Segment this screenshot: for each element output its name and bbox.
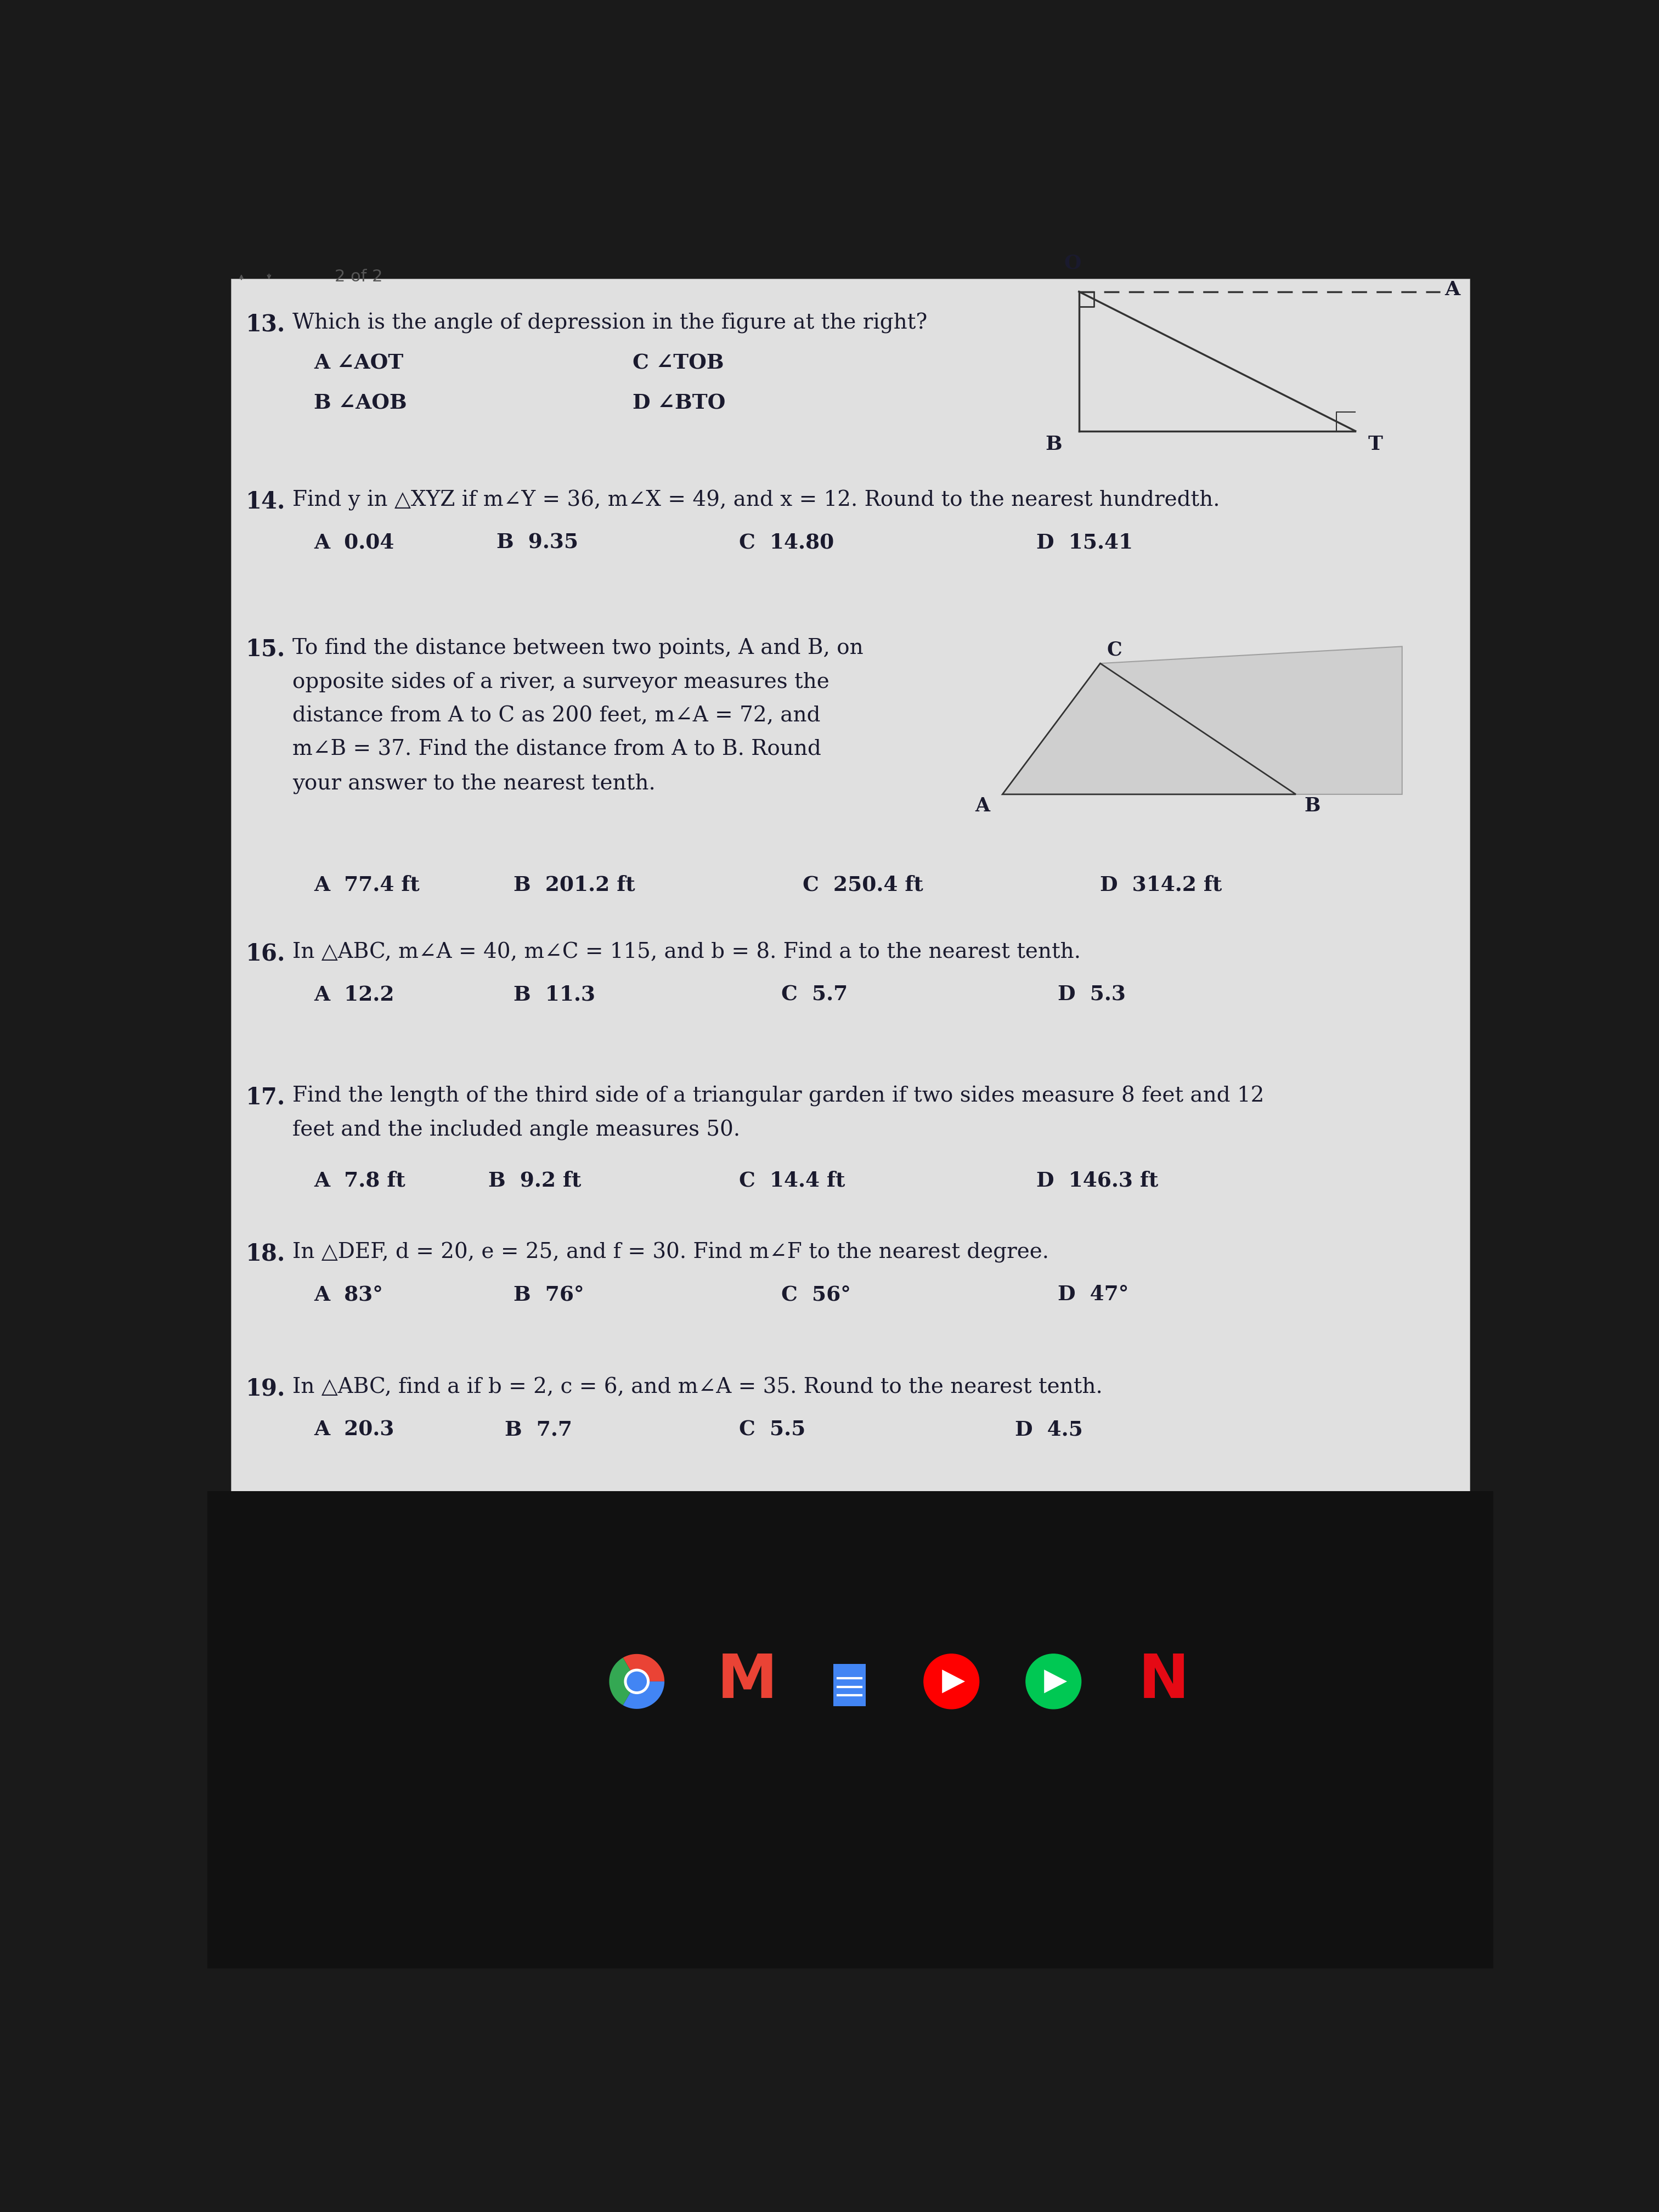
Text: B  11.3: B 11.3 [514, 984, 596, 1004]
Text: distance from A to C as 200 feet, m∠A = 72, and: distance from A to C as 200 feet, m∠A = … [292, 706, 821, 726]
Text: D  5.3: D 5.3 [1058, 984, 1126, 1004]
Text: T: T [1369, 436, 1384, 453]
Polygon shape [624, 1655, 665, 1681]
Text: In △ABC, find a if b = 2, c = 6, and m∠A = 35. Round to the nearest tenth.: In △ABC, find a if b = 2, c = 6, and m∠A… [292, 1378, 1103, 1398]
Text: A  83°: A 83° [314, 1285, 383, 1305]
Text: B: B [1045, 436, 1062, 453]
Text: 13.: 13. [246, 312, 285, 336]
Text: Find y in △XYZ if m∠Y = 36, m∠X = 49, and x = 12. Round to the nearest hundredth: Find y in △XYZ if m∠Y = 36, m∠X = 49, an… [292, 491, 1219, 511]
Text: A  20.3: A 20.3 [314, 1420, 393, 1440]
Bar [833, 1663, 866, 1705]
Polygon shape [1002, 646, 1402, 794]
Text: Find the length of the third side of a triangular garden if two sides measure 8 : Find the length of the third side of a t… [292, 1086, 1264, 1106]
Circle shape [624, 1670, 649, 1694]
Text: In △ABC, m∠A = 40, m∠C = 115, and b = 8. Find a to the nearest tenth.: In △ABC, m∠A = 40, m∠C = 115, and b = 8.… [292, 942, 1080, 962]
Text: A: A [1445, 281, 1460, 299]
Text: Which is the angle of depression in the figure at the right?: Which is the angle of depression in the … [292, 312, 927, 334]
Text: B  201.2 ft: B 201.2 ft [514, 874, 635, 896]
Text: C  250.4 ft: C 250.4 ft [803, 874, 922, 896]
Text: 2 of 2: 2 of 2 [335, 270, 383, 285]
Text: C  14.80: C 14.80 [738, 533, 834, 553]
Text: 19.: 19. [246, 1378, 285, 1400]
Text: D ∠BTO: D ∠BTO [632, 394, 725, 414]
Text: A: A [975, 796, 990, 814]
Text: O: O [1063, 254, 1082, 272]
Polygon shape [624, 1681, 665, 1710]
Text: 14.: 14. [246, 491, 285, 513]
Text: C  14.4 ft: C 14.4 ft [738, 1170, 844, 1190]
Text: feet and the included angle measures 50.: feet and the included angle measures 50. [292, 1119, 740, 1141]
Text: B  9.35: B 9.35 [496, 533, 579, 553]
Text: 15.: 15. [246, 637, 285, 661]
Text: 18.: 18. [246, 1243, 285, 1265]
Text: M: M [717, 1652, 778, 1710]
Text: B: B [1304, 796, 1321, 814]
Text: D  15.41: D 15.41 [1037, 533, 1133, 553]
Text: A  77.4 ft: A 77.4 ft [314, 874, 420, 896]
Text: your answer to the nearest tenth.: your answer to the nearest tenth. [292, 774, 655, 794]
Text: C ∠TOB: C ∠TOB [632, 354, 723, 374]
Text: A  7.8 ft: A 7.8 ft [314, 1170, 405, 1190]
Text: opposite sides of a river, a surveyor measures the: opposite sides of a river, a surveyor me… [292, 672, 830, 692]
Text: C  56°: C 56° [781, 1285, 851, 1305]
Text: D  146.3 ft: D 146.3 ft [1037, 1170, 1158, 1190]
Text: To find the distance between two points, A and B, on: To find the distance between two points,… [292, 637, 863, 659]
Polygon shape [942, 1670, 966, 1692]
Circle shape [1025, 1655, 1082, 1710]
Text: B  9.2 ft: B 9.2 ft [488, 1170, 581, 1190]
Circle shape [924, 1655, 979, 1710]
Text: C  5.5: C 5.5 [738, 1420, 805, 1440]
Text: D  4.5: D 4.5 [1015, 1420, 1083, 1440]
Bar [207, 1491, 1493, 1969]
Text: C  5.7: C 5.7 [781, 984, 848, 1004]
Text: A ∠AOT: A ∠AOT [314, 354, 403, 374]
Text: A  12.2: A 12.2 [314, 984, 395, 1004]
Text: B ∠AOB: B ∠AOB [314, 394, 406, 414]
Text: m∠B = 37. Find the distance from A to B. Round: m∠B = 37. Find the distance from A to B.… [292, 739, 821, 759]
Text: N: N [1138, 1652, 1190, 1710]
Polygon shape [1044, 1670, 1067, 1692]
Bar [231, 279, 1470, 1491]
Text: In △DEF, d = 20, e = 25, and f = 30. Find m∠F to the nearest degree.: In △DEF, d = 20, e = 25, and f = 30. Fin… [292, 1243, 1048, 1263]
Text: B  7.7: B 7.7 [504, 1420, 572, 1440]
Text: B  76°: B 76° [514, 1285, 584, 1305]
Text: A  0.04: A 0.04 [314, 533, 393, 553]
Text: D  314.2 ft: D 314.2 ft [1100, 874, 1223, 896]
Text: C: C [1107, 641, 1121, 659]
Polygon shape [609, 1657, 637, 1705]
Text: 16.: 16. [246, 942, 285, 964]
Text: 17.: 17. [246, 1086, 285, 1108]
Circle shape [627, 1672, 647, 1690]
Text: D  47°: D 47° [1058, 1285, 1128, 1305]
